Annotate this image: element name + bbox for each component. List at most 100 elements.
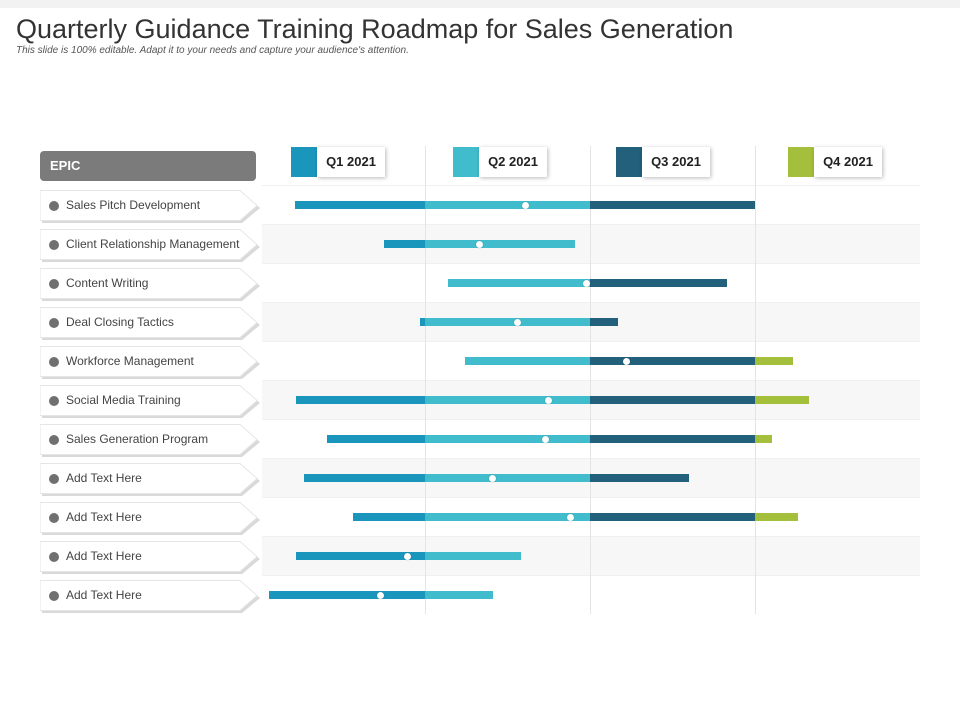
timeline-bar-segment xyxy=(590,435,755,443)
epic-item[interactable]: Content Writing xyxy=(40,268,260,301)
milestone-marker xyxy=(403,552,411,560)
quarter-label: Q1 2021 xyxy=(317,147,385,177)
epic-item-face xyxy=(40,190,258,221)
epic-item[interactable]: Add Text Here xyxy=(40,502,260,535)
quarter-label: Q4 2021 xyxy=(814,147,882,177)
epic-item-shape xyxy=(40,346,260,379)
row-background xyxy=(262,224,920,264)
row-background xyxy=(262,185,920,225)
epic-item[interactable]: Workforce Management xyxy=(40,346,260,379)
bullet-icon xyxy=(49,240,59,250)
epic-item-label: Add Text Here xyxy=(66,588,142,602)
bullet-icon xyxy=(49,318,59,328)
timeline-bar-segment xyxy=(425,396,590,404)
row-background xyxy=(262,419,920,459)
timeline-bar-segment xyxy=(448,279,590,287)
bullet-icon xyxy=(49,474,59,484)
timeline-bar-segment xyxy=(425,201,590,209)
row-background xyxy=(262,497,920,537)
timeline-bar-segment xyxy=(327,435,425,443)
epic-header: EPIC xyxy=(40,151,256,181)
quarter-divider xyxy=(425,146,426,614)
bullet-icon xyxy=(49,552,59,562)
timeline-bar-segment xyxy=(268,591,425,599)
milestone-marker xyxy=(513,318,521,326)
quarter-color-swatch xyxy=(453,147,481,177)
timeline-bar-segment xyxy=(425,552,521,560)
epic-item-label: Workforce Management xyxy=(66,354,194,368)
row-background xyxy=(262,575,920,615)
timeline-bar-segment xyxy=(590,279,727,287)
epic-item-face xyxy=(40,346,258,377)
epic-item-face xyxy=(40,580,258,611)
epic-item[interactable]: Deal Closing Tactics xyxy=(40,307,260,340)
epic-item-shape xyxy=(40,385,260,418)
timeline-bar-segment xyxy=(590,201,755,209)
timeline-bar-segment xyxy=(294,201,425,209)
milestone-marker xyxy=(522,201,530,209)
epic-item-face xyxy=(40,268,258,299)
epic-item[interactable]: Add Text Here xyxy=(40,580,260,613)
milestone-marker xyxy=(545,396,553,404)
epic-item-label: Add Text Here xyxy=(66,471,142,485)
epic-item[interactable]: Client Relationship Management xyxy=(40,229,260,262)
milestone-marker xyxy=(489,474,497,482)
quarter-color-swatch xyxy=(616,147,644,177)
bullet-icon xyxy=(49,591,59,601)
timeline-bar-segment xyxy=(755,513,798,521)
epic-item-label: Sales Pitch Development xyxy=(66,198,201,212)
epic-item[interactable]: Sales Pitch Development xyxy=(40,190,260,223)
timeline-bar-segment xyxy=(296,552,425,560)
timeline-bar-segment xyxy=(755,357,793,365)
quarter-divider xyxy=(590,146,591,614)
quarter-divider xyxy=(755,146,756,614)
epic-item-shape xyxy=(40,229,260,262)
timeline-bar-segment xyxy=(425,240,576,248)
milestone-marker xyxy=(377,591,385,599)
bullet-icon xyxy=(49,201,59,211)
epic-item-shape xyxy=(40,541,260,574)
epic-item-label: Client Relationship Management xyxy=(66,237,240,251)
epic-item[interactable]: Social Media Training xyxy=(40,385,260,418)
epic-item-label: Deal Closing Tactics xyxy=(66,315,174,329)
milestone-marker xyxy=(583,279,591,287)
epic-item-label: Content Writing xyxy=(66,276,149,290)
timeline-bar-segment xyxy=(590,474,689,482)
epic-item-face xyxy=(40,541,258,572)
timeline-bar-segment xyxy=(425,513,590,521)
timeline-bar-segment xyxy=(755,396,810,404)
milestone-marker xyxy=(475,240,483,248)
row-background xyxy=(262,263,920,303)
timeline-bar-segment xyxy=(590,396,755,404)
epic-item-shape xyxy=(40,190,260,223)
timeline-bar-segment xyxy=(464,357,590,365)
epic-item-label: Add Text Here xyxy=(66,510,142,524)
milestone-marker xyxy=(566,513,574,521)
page-subtitle: This slide is 100% editable. Adapt it to… xyxy=(16,45,409,56)
top-strip xyxy=(0,0,960,8)
epic-item-face xyxy=(40,307,258,338)
epic-item-face xyxy=(40,229,258,260)
epic-item[interactable]: Add Text Here xyxy=(40,463,260,496)
epic-item-face xyxy=(40,424,258,455)
timeline-bar-segment xyxy=(384,240,425,248)
epic-item-shape xyxy=(40,307,260,340)
quarter-color-swatch xyxy=(291,147,319,177)
quarter-label: Q2 2021 xyxy=(479,147,547,177)
epic-item[interactable]: Sales Generation Program xyxy=(40,424,260,457)
timeline-bar-segment xyxy=(420,318,425,326)
quarter-color-swatch xyxy=(788,147,816,177)
timeline-bar-segment xyxy=(425,591,493,599)
timeline-bar-segment xyxy=(590,318,619,326)
epic-item[interactable]: Add Text Here xyxy=(40,541,260,574)
epic-item-face xyxy=(40,502,258,533)
timeline-bar-segment xyxy=(353,513,425,521)
quarter-label: Q3 2021 xyxy=(642,147,710,177)
timeline-bar-segment xyxy=(590,357,755,365)
timeline-bar-segment xyxy=(425,474,590,482)
timeline-bar-segment xyxy=(296,396,425,404)
epic-item-label: Social Media Training xyxy=(66,393,181,407)
page-title: Quarterly Guidance Training Roadmap for … xyxy=(16,14,734,44)
bullet-icon xyxy=(49,279,59,289)
